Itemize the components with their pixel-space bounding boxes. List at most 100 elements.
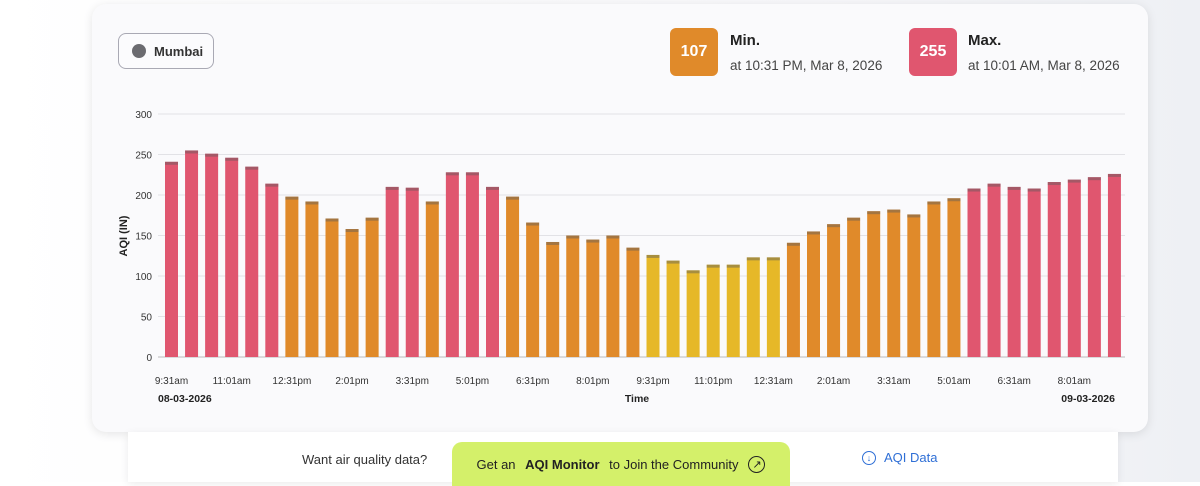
bar-cap — [807, 231, 820, 235]
aqi-bar — [586, 239, 600, 357]
start-date-label: 08-03-2026 — [158, 393, 212, 405]
bar-cap — [586, 239, 600, 243]
bar-cap — [726, 264, 740, 268]
bar-cap — [947, 198, 961, 202]
bar-cap — [526, 222, 540, 226]
x-tick-label: 5:01am — [937, 376, 970, 387]
x-tick-label: 9:31am — [155, 376, 188, 387]
aqi-bar — [486, 186, 499, 357]
bar-cap — [305, 201, 319, 205]
x-tick-label: 3:31am — [877, 376, 910, 387]
arrow-up-right-icon: ↗ — [748, 455, 766, 473]
aqi-bar — [606, 235, 620, 357]
bar-cap — [967, 188, 981, 192]
bar-cap — [425, 201, 439, 205]
bar-cap — [285, 196, 299, 200]
aqi-bar — [1087, 177, 1101, 357]
aqi-bar — [546, 241, 560, 357]
bar-cap — [626, 247, 640, 251]
city-name: Mumbai — [154, 43, 204, 59]
aqi-bar — [165, 161, 178, 357]
x-tick-label: 6:31am — [997, 376, 1030, 387]
aqi-data-link[interactable]: ↓ AQI Data — [862, 450, 937, 465]
aqi-bar — [325, 218, 339, 357]
aqi-bar — [245, 166, 259, 357]
bar-cap — [786, 242, 800, 246]
bar-cap — [766, 257, 780, 261]
bar-cap — [205, 153, 219, 157]
cta-suffix: to Join the Community — [605, 456, 739, 472]
bar-cap — [646, 254, 660, 258]
bar-cap — [907, 214, 921, 218]
x-tick-label: 8:01pm — [576, 376, 609, 387]
aqi-bar — [526, 222, 540, 357]
aqi-bar — [706, 264, 720, 357]
bar-cap — [606, 235, 620, 239]
max-aqi-badge: 255 — [909, 28, 957, 76]
max-time: at 10:01 AM, Mar 8, 2026 — [968, 58, 1120, 73]
aqi-bar — [847, 217, 861, 357]
aqi-bar — [947, 198, 961, 357]
aqi-bar — [405, 187, 419, 357]
aqi-bar — [666, 260, 680, 357]
x-tick-label: 9:31pm — [636, 376, 669, 387]
aqi-bar — [867, 211, 881, 357]
aqi-bar — [1027, 188, 1041, 357]
aqi-bar — [345, 229, 359, 357]
get-aqi-monitor-button[interactable]: Get an AQI Monitor to Join the Community… — [452, 442, 790, 486]
bar-cap — [827, 224, 841, 228]
bar-cap — [486, 186, 499, 190]
aqi-bar — [1107, 173, 1121, 357]
aqi-bar — [385, 186, 399, 357]
aqi-bar — [1067, 179, 1081, 357]
y-tick-label: 0 — [146, 353, 152, 364]
footer-prompt: Want air quality data? — [302, 452, 428, 467]
city-selector[interactable]: Mumbai — [118, 33, 214, 69]
bar-cap — [465, 172, 479, 176]
bar-cap — [325, 218, 339, 222]
cta-prefix: Get an — [476, 456, 520, 472]
y-tick-label: 150 — [135, 232, 152, 243]
y-tick-label: 250 — [135, 151, 152, 162]
aqi-bar — [185, 150, 199, 357]
x-tick-label: 12:31pm — [272, 376, 311, 387]
aqi-bar — [425, 201, 439, 357]
aqi-bar — [225, 157, 239, 357]
y-tick-label: 50 — [141, 313, 153, 324]
bar-cap — [1107, 173, 1121, 177]
bar-cap — [165, 161, 178, 165]
min-time: at 10:31 PM, Mar 8, 2026 — [730, 58, 883, 73]
aqi-bar — [907, 214, 921, 357]
min-label: Min. — [730, 32, 760, 49]
aqi-bar — [1007, 186, 1021, 357]
aqi-bar — [305, 201, 319, 357]
bar-cap — [365, 217, 379, 221]
bar-cap — [1087, 177, 1101, 181]
aqi-bar — [285, 196, 299, 357]
x-tick-label: 8:01am — [1058, 376, 1091, 387]
max-label: Max. — [968, 32, 1002, 49]
aqi-bar — [465, 172, 479, 357]
bar-cap — [546, 241, 560, 245]
aqi-bar — [1047, 182, 1061, 357]
bar-cap — [987, 183, 1001, 187]
bar-cap — [927, 201, 941, 205]
bar-cap — [686, 270, 700, 274]
aqi-bar — [265, 183, 279, 357]
x-tick-label: 5:01pm — [456, 376, 489, 387]
bar-cap — [345, 229, 359, 233]
bar-cap — [1027, 188, 1041, 192]
bar-cap — [445, 172, 459, 176]
y-axis-label: AQI (IN) — [118, 215, 130, 256]
aqi-bar — [827, 224, 841, 357]
cta-bold: AQI Monitor — [525, 456, 600, 472]
aqi-bar — [967, 188, 981, 357]
x-tick-label: 11:01am — [213, 376, 251, 387]
bar-cap — [225, 157, 239, 161]
bar-cap — [1007, 186, 1021, 190]
bar-cap — [706, 264, 720, 268]
aqi-bar — [807, 231, 820, 357]
bar-cap — [385, 186, 399, 190]
bar-cap — [566, 235, 580, 239]
